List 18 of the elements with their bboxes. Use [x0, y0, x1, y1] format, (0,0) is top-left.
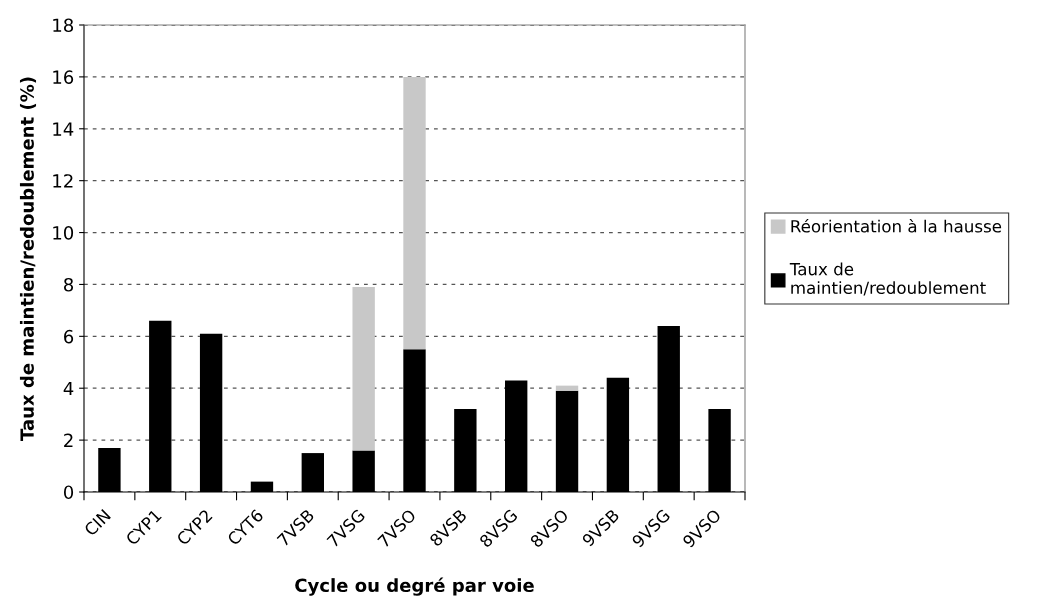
x-tick-label: CIN [83, 508, 112, 537]
bar [403, 76, 426, 350]
y-tick-label: 8 [64, 277, 74, 292]
y-tick-label: 2 [64, 433, 73, 447]
y-tick-label: 16 [53, 70, 74, 85]
y-tick-label: 14 [53, 122, 74, 136]
y-tick-label: 18 [53, 18, 74, 33]
bar [555, 385, 579, 391]
y-tick-label: 6 [64, 329, 74, 344]
bar [352, 287, 375, 451]
y-tick-label: 12 [53, 174, 73, 188]
y-tick-label: 10 [53, 226, 74, 240]
y-axis-title: Taux de maintien/redoublement (%) [19, 77, 37, 441]
y-tick-label: 0 [63, 485, 74, 500]
legend-label: Réorientation à la hausse [791, 219, 1002, 233]
legend-label: Taux de maintien/redoublement [789, 262, 986, 296]
y-tick-label: 4 [63, 381, 74, 396]
x-axis-title: Cycle ou degré par voie [295, 577, 534, 596]
